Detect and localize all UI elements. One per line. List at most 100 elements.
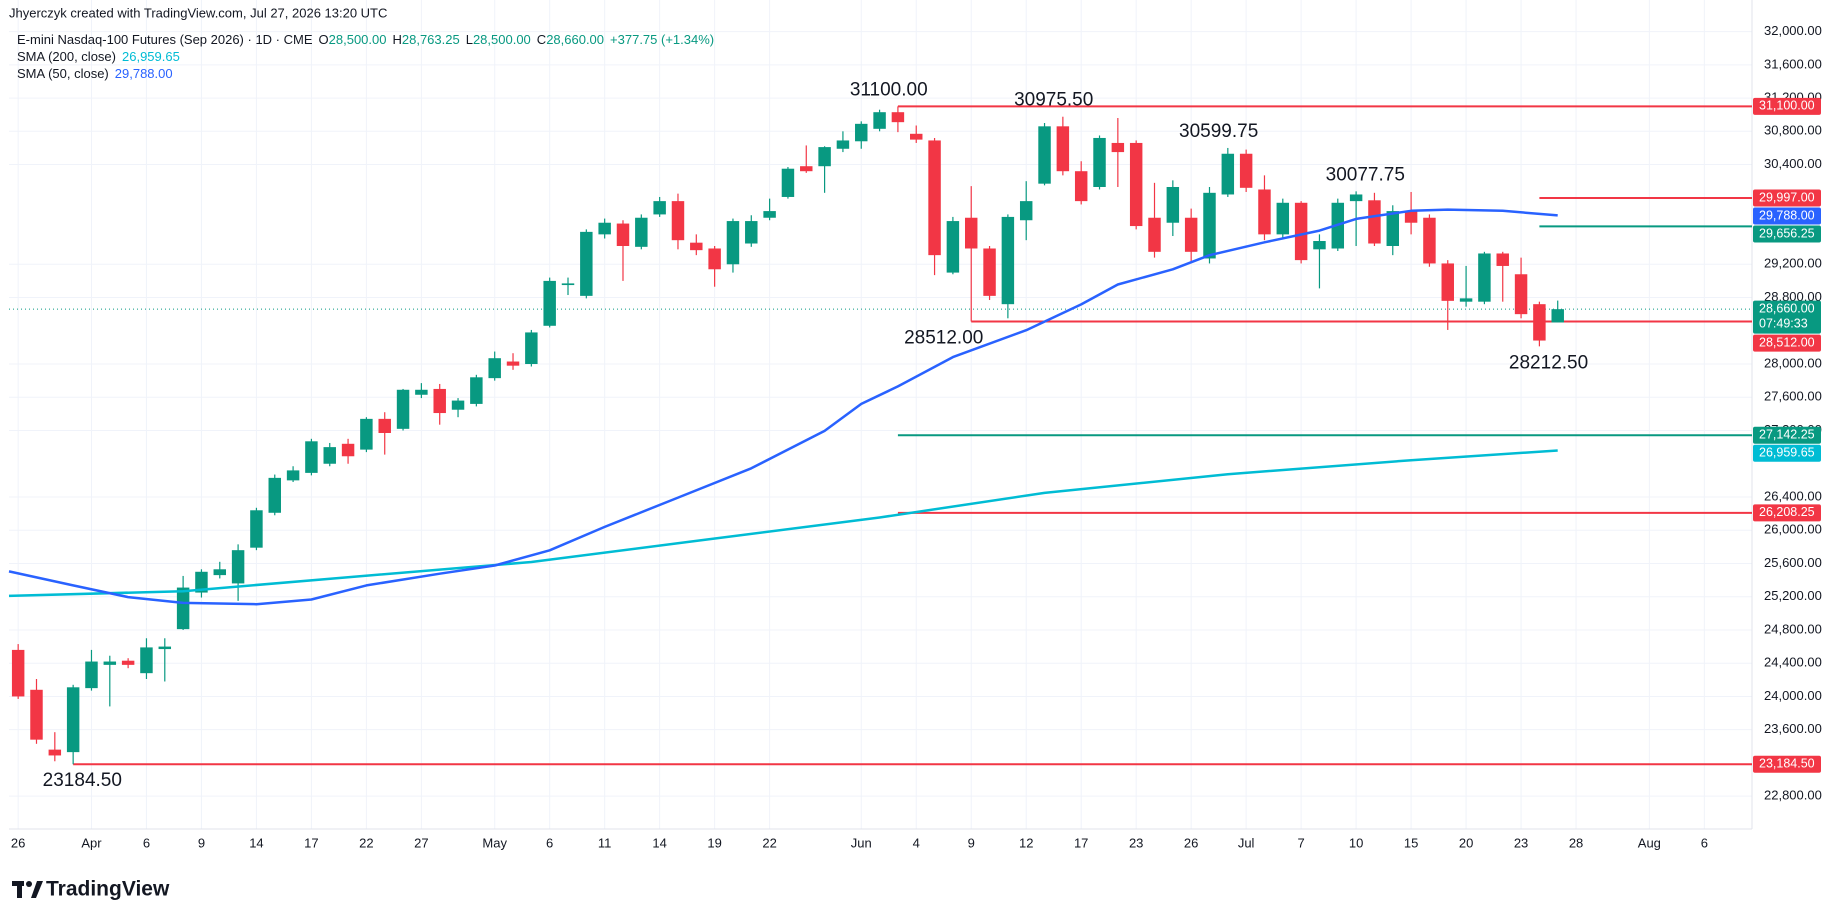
logo-shape: [26, 881, 32, 887]
y-tick-label: 26,400.00: [1764, 488, 1822, 503]
plot: 31100.00 30975.50 30599.75 30077.75 28512.00…: [8, 79, 1752, 791]
y-tick-label: 25,600.00: [1764, 555, 1822, 570]
candle-body: [1038, 126, 1051, 184]
candle-body: [1258, 189, 1271, 235]
candle-body: [708, 248, 721, 270]
candle-body: [726, 221, 740, 265]
x-tick-label: 9: [968, 835, 975, 850]
candle-body: [195, 571, 208, 593]
candle-body: [158, 646, 172, 650]
candle-body: [561, 283, 575, 286]
price-tag: [1753, 300, 1821, 334]
y-tick-label: 30,400.00: [1764, 156, 1822, 171]
x-tick-label: Aug: [1638, 835, 1661, 850]
candle-body: [983, 248, 996, 296]
sma-line: [8, 449, 1558, 598]
y-tick-label: 28,000.00: [1764, 355, 1822, 370]
candle-body: [30, 689, 43, 740]
price-tag: [1753, 225, 1821, 243]
price-tag: [1753, 189, 1821, 207]
x-tick-label: 22: [359, 835, 373, 850]
ohlc-key: O: [319, 32, 329, 47]
candle-body: [928, 140, 941, 256]
price-annotation: 31100.00: [850, 79, 928, 100]
candle-body: [1551, 309, 1564, 323]
x-tick-label: 14: [652, 835, 666, 850]
grid: 26 Apr 6 9 14 17 22 27 May 6 11 14 19 22 Jun 4 9 12 17 23 26…: [9, 0, 1822, 850]
price-tag-label: 26,959.65: [1759, 446, 1815, 460]
candle-body: [1478, 253, 1491, 302]
price-tag: [1753, 504, 1821, 522]
candle-body: [396, 389, 410, 429]
sma-legend: SMA (50, close) 29,788.00: [17, 66, 173, 81]
brand-logo: TradingView: [12, 878, 170, 901]
x-tick-label: 22: [762, 835, 776, 850]
x-tick-label: Jun: [851, 835, 872, 850]
y-tick-label: 25,200.00: [1764, 588, 1822, 603]
x-tick-label: 28: [1569, 835, 1583, 850]
sma-legend: SMA (200, close) 26,959.65: [17, 49, 180, 64]
y-tick-label: 31,600.00: [1764, 56, 1822, 71]
ohlc-value: 28,500.00: [473, 32, 531, 47]
x-tick-label: 6: [1701, 835, 1708, 850]
x-tick-label: 20: [1459, 835, 1473, 850]
price-annotation: 23184.50: [43, 770, 122, 791]
x-tick-label: 10: [1349, 835, 1363, 850]
x-tick-label: 23: [1129, 835, 1143, 850]
candle-body: [1496, 253, 1509, 266]
ohlc-key: C: [537, 32, 546, 47]
sma-line: [8, 208, 1558, 606]
candle-body: [616, 223, 630, 246]
y-tick-label: 29,200.00: [1764, 256, 1822, 271]
x-tick-label: 27: [414, 835, 428, 850]
candle-body: [176, 587, 190, 630]
candle-body: [451, 400, 465, 410]
candle-body: [781, 168, 795, 197]
y-tick-label: 32,000.00: [1764, 23, 1822, 38]
candle-body: [506, 361, 520, 366]
price-tag-label: 23,184.50: [1759, 757, 1815, 771]
brand-name: TradingView: [46, 878, 170, 901]
candle-body: [1001, 216, 1015, 305]
candle-body: [1056, 126, 1070, 172]
candle-body: [635, 217, 648, 247]
candle-body: [488, 358, 501, 379]
candle-body: [543, 280, 556, 326]
candle-body: [121, 660, 135, 665]
candle-body: [964, 217, 978, 249]
x-tick-label: 26: [11, 835, 25, 850]
candle-body: [48, 749, 62, 756]
candle-body: [1166, 186, 1180, 223]
x-tick-label: 12: [1019, 835, 1033, 850]
ohlc-key: L: [466, 32, 473, 47]
candle-body: [763, 211, 776, 218]
candle-body: [580, 231, 593, 296]
ohlc-key: H: [392, 32, 401, 47]
candle-body: [1386, 211, 1400, 246]
candle-body: [1148, 217, 1161, 252]
candle-body: [231, 550, 245, 584]
ohlc-value: 28,500.00: [329, 32, 387, 47]
candle-body: [11, 649, 25, 697]
sma-name: SMA (200, close): [17, 49, 116, 64]
price-tag: [1753, 426, 1821, 444]
candle-body: [305, 441, 318, 473]
price-tag: [1753, 444, 1821, 462]
price-tag-label: 29,997.00: [1759, 190, 1815, 204]
ohlc-value: 28,763.25: [402, 32, 460, 47]
x-tick-label: 6: [546, 835, 553, 850]
y-tick-label: 22,800.00: [1764, 788, 1822, 803]
x-tick-label: May: [482, 835, 507, 850]
ohlc-value: 28,660.00: [546, 32, 604, 47]
sma-value: 29,788.00: [115, 66, 173, 81]
candle-body: [1276, 202, 1290, 235]
x-tick-label: 15: [1404, 835, 1418, 850]
price-tag-label: 27,142.25: [1759, 428, 1815, 442]
candle-body: [1459, 298, 1473, 302]
candle-body: [140, 647, 153, 674]
candle-body: [1441, 263, 1454, 301]
legend-header: E-mini Nasdaq-100 Futures (Sep 2026) · 1…: [17, 32, 714, 47]
x-tick-label: Jul: [1238, 835, 1255, 850]
